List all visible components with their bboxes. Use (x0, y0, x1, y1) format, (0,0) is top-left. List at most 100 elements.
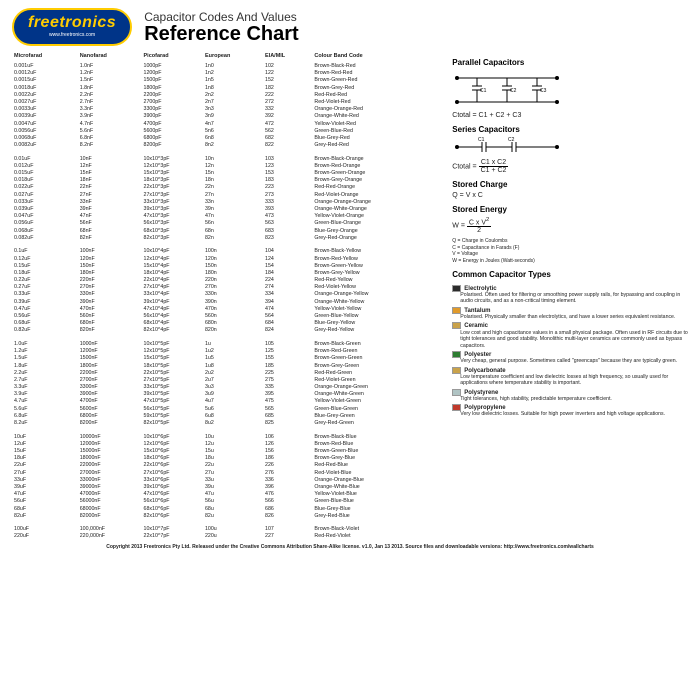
cell: 56000nF (78, 498, 142, 505)
cell: 22x10^4pF (142, 276, 203, 283)
cell: 27x10^6pF (142, 469, 203, 476)
cell: 4.7uF (12, 398, 78, 405)
cell: Grey-Red-Yellow (312, 327, 436, 334)
table-row: 1.8uF1800nF18x10^5pF1u8185Brown-Grey-Gre… (12, 362, 436, 369)
cell: 107 (263, 523, 312, 533)
cell: 82uF (12, 512, 78, 519)
cell: 0.082uF (12, 234, 78, 241)
cell: 272 (263, 98, 312, 105)
cell: 56x10^5pF (142, 405, 203, 412)
cell: 824 (263, 327, 312, 334)
cell: 82x10^3pF (142, 234, 203, 241)
cell: 0.033uF (12, 198, 78, 205)
cell: 39u (203, 483, 263, 490)
table-row: 5.6uF5600nF56x10^5pF5u6565Green-Blue-Gre… (12, 405, 436, 412)
cell: 0.027uF (12, 191, 78, 198)
cell: 15x10^4pF (142, 262, 203, 269)
cell: 10u (203, 431, 263, 441)
cell: 275 (263, 376, 312, 383)
cell: 6.8uF (12, 412, 78, 419)
series-den: C1 + C2 (479, 167, 509, 174)
table-row: 0.47uF470nF47x10^4pF470n474Yellow-Violet… (12, 305, 436, 312)
energy-sup: 2 (486, 217, 489, 223)
table-row: 0.01uF10nF10x10^3pF10n103Brown-Black-Ora… (12, 153, 436, 163)
cell: 823 (263, 234, 312, 241)
title-small: Capacitor Codes And Values (144, 10, 299, 24)
cell: Brown-Black-Red (312, 60, 436, 70)
cell: 150n (203, 262, 263, 269)
series-lhs: Ctotal = (452, 163, 476, 170)
table-row: 47uF47000nF47x10^6pF47u476Yellow-Violet-… (12, 491, 436, 498)
cell: 4.7nF (78, 120, 142, 127)
cell: 39x10^4pF (142, 298, 203, 305)
cell: Orange-White-Blue (312, 483, 436, 490)
cell: 59x10^5pF (142, 412, 203, 419)
cell: 8200nF (78, 419, 142, 426)
series-title: Series Capacitors (452, 125, 688, 134)
table-row: 2.7uF2700nF27x10^5pF2u7275Red-Violet-Gre… (12, 376, 436, 383)
table-row: 0.047uF47nF47x10^3pF47n473Yellow-Violet-… (12, 213, 436, 220)
cell: 565 (263, 405, 312, 412)
cell: Red-Red-Orange (312, 184, 436, 191)
cell: 2700nF (78, 376, 142, 383)
cell: 39x10^3pF (142, 205, 203, 212)
table-row: 0.0039uF3.9nF3900pF3n9392Orange-White-Re… (12, 113, 436, 120)
cell: 15x10^5pF (142, 355, 203, 362)
table-row: 0.0068uF6.8nF6800pF6n8682Blue-Grey-Red (12, 134, 436, 141)
cell: 6800pF (142, 134, 203, 141)
cell: 395 (263, 391, 312, 398)
cell: 2.2nF (78, 91, 142, 98)
cell: 1u5 (203, 355, 263, 362)
cell: 5n6 (203, 127, 263, 134)
cell: 0.039uF (12, 205, 78, 212)
cell: 2700pF (142, 98, 203, 105)
cell: 47n (203, 213, 263, 220)
cell: 18x10^4pF (142, 269, 203, 276)
series-formula: Ctotal = C1 x C2C1 + C2 (452, 159, 688, 174)
cell: 8200pF (142, 141, 203, 148)
cell: 220n (203, 276, 263, 283)
cell: 3u9 (203, 391, 263, 398)
cell: Brown-Green-Green (312, 355, 436, 362)
cell: 1u8 (203, 362, 263, 369)
cell: Brown-Grey-Yellow (312, 269, 436, 276)
cell: Yellow-Violet-Green (312, 398, 436, 405)
cell: 6.8nF (78, 134, 142, 141)
cell: 153 (263, 169, 312, 176)
cell: 2.7uF (12, 376, 78, 383)
energy-num: C x V (469, 219, 486, 226)
table-row: 0.015uF15nF15x10^3pF15n153Brown-Green-Or… (12, 169, 436, 176)
cell: 82n (203, 234, 263, 241)
cell: 0.0056uF (12, 127, 78, 134)
cell: 5600nF (78, 405, 142, 412)
cell: 6n8 (203, 134, 263, 141)
cell: 180n (203, 269, 263, 276)
cell: Brown-Grey-Red (312, 84, 436, 91)
cell: 123 (263, 162, 312, 169)
cell: 12x10^3pF (142, 162, 203, 169)
cell: 105 (263, 338, 312, 348)
cell: 472 (263, 120, 312, 127)
cell: 10x10^7pF (142, 523, 203, 533)
cell: 686 (263, 505, 312, 512)
cell: 0.33uF (12, 291, 78, 298)
cell: Brown-Red-Red (312, 70, 436, 77)
cell: 22x10^6pF (142, 462, 203, 469)
parallel-circuit: C1C2C3 (452, 70, 688, 110)
table-row: 10uF10000nF10x10^6pF10u106Brown-Black-Bl… (12, 431, 436, 441)
cell: 155 (263, 355, 312, 362)
cell: 27x10^5pF (142, 376, 203, 383)
cell: 184 (263, 269, 312, 276)
cell: 47x10^3pF (142, 213, 203, 220)
cell: 3.3uF (12, 384, 78, 391)
legend-line: W = Energy in Joules (Watt-seconds) (452, 258, 688, 265)
cell: 150nF (78, 262, 142, 269)
cell: 0.15uF (12, 262, 78, 269)
cell: 3900nF (78, 391, 142, 398)
table-row: 0.0015uF1.5nF1500pF1n5152Brown-Green-Red (12, 77, 436, 84)
cell: 39nF (78, 205, 142, 212)
cell: 27x10^3pF (142, 191, 203, 198)
cell: 0.068uF (12, 227, 78, 234)
table-row: 27uF27000nF27x10^6pF27u276Red-Violet-Blu… (12, 469, 436, 476)
cell: 56nF (78, 220, 142, 227)
